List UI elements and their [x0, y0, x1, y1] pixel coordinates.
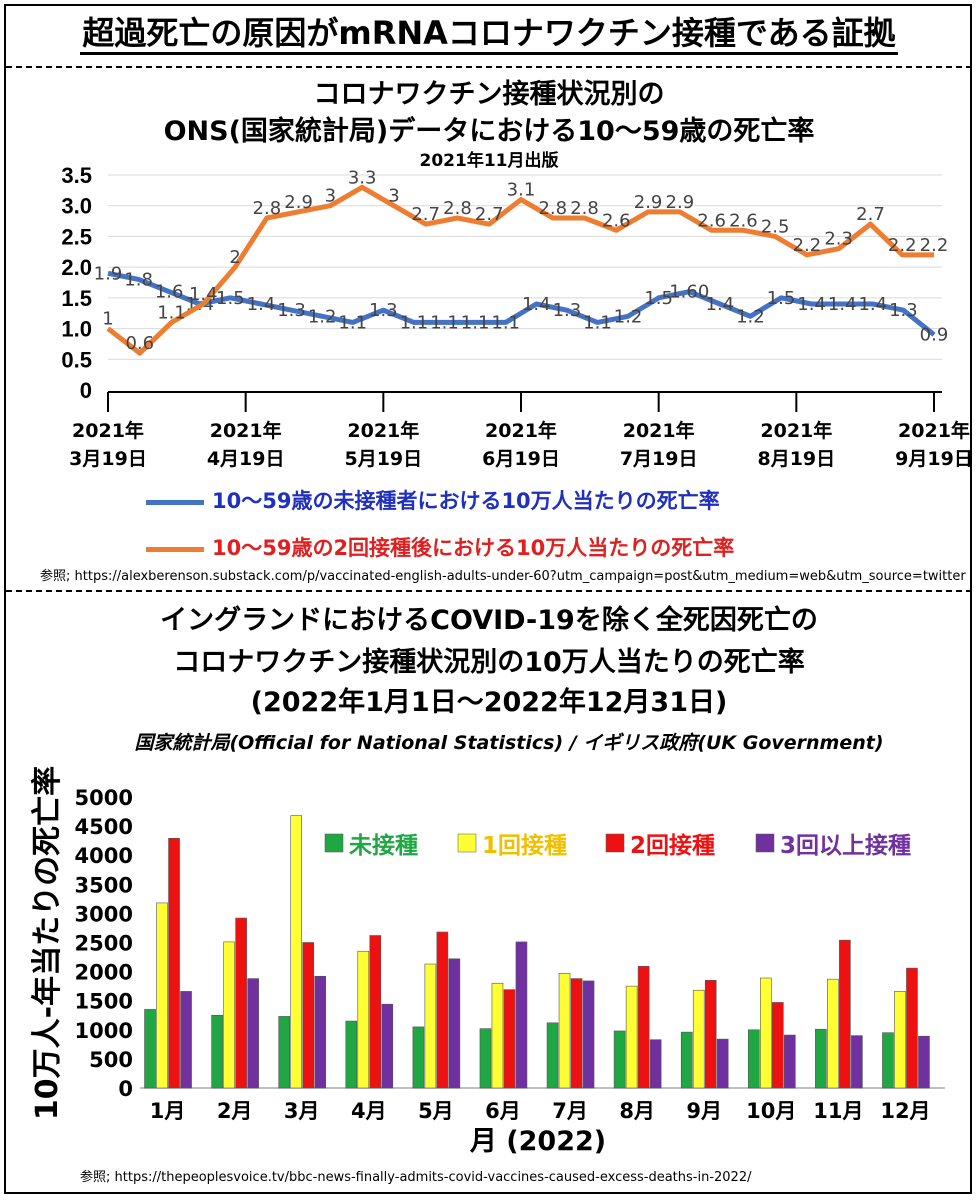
line-y-tick-label: 2.0 [61, 255, 92, 280]
line-y-tick-label: 1.0 [61, 317, 92, 342]
line-x-tick-date: 8月19日 [757, 448, 835, 470]
line-data-label: 1.4 [706, 294, 735, 315]
line-data-label: 1.6 [155, 282, 184, 303]
line-data-label: 2.8 [538, 198, 567, 219]
line-legend-two-dose: 10〜59歳の2回接種後における10万人当たりの死亡率 [146, 532, 734, 562]
line-data-label: 1.5 [216, 288, 245, 309]
line-x-tick-date: 7月19日 [620, 448, 698, 470]
line-x-tick-date: 4月19日 [207, 448, 285, 470]
line-data-label: 1.3 [889, 300, 918, 321]
line-data-label: 2 [229, 247, 240, 268]
line-x-tick-year: 2021年 [72, 419, 144, 442]
line-y-tick-label: 0 [80, 378, 92, 403]
line-x-tick-year: 2021年 [623, 419, 695, 442]
line-data-label: 2.2 [920, 235, 949, 256]
divider-top [6, 66, 972, 68]
line-series-0 [107, 270, 936, 337]
line-data-label: 2.7 [475, 204, 504, 225]
line-data-label: 1.2 [736, 306, 765, 327]
line-data-label: 2.5 [761, 216, 790, 237]
line-data-label: 2.3 [824, 229, 853, 250]
line-data-label: 3 [325, 186, 336, 207]
line-data-label: 1.1 [583, 312, 612, 333]
line-data-label: 1.5 [767, 288, 796, 309]
bar-chart-subtitle: 国家統計局(Official for National Statistics) … [134, 732, 884, 754]
line-data-label: 2.6 [697, 210, 726, 231]
line-data-label: 0.9 [920, 325, 949, 346]
line-chart: 0 0.5 1.0 1.5 2.0 2.5 3.0 3.5 2021年 3月19日 2021年 4月1… [61, 163, 973, 470]
line-chart-reference: 参照; https://alexberenson.substack.com/p/… [40, 569, 966, 584]
line-data-label: 1.9 [94, 263, 123, 284]
line-series-1 [106, 184, 934, 356]
line-data-label: 1.2 [614, 306, 643, 327]
line-chart-title: コロナワクチン接種状況別の [313, 79, 665, 110]
line-data-label: 1.3 [553, 300, 582, 321]
line-data-label: 2.6 [602, 210, 631, 231]
line-data-label: 2.9 [634, 192, 663, 213]
line-data-label: 1.60 [669, 282, 709, 303]
line-chart-title-line2: ONS(国家統計局)データにおける10〜59歳の死亡率 [163, 116, 815, 147]
line-x-tick-date: 9月19日 [895, 448, 973, 470]
line-data-label: 1.4 [858, 294, 887, 315]
line-x-tick-year: 2021年 [760, 419, 832, 442]
line-data-label: 1.1 [157, 302, 186, 323]
line-data-label: 2.7 [411, 204, 440, 225]
line-y-tick-label: 3.5 [61, 163, 92, 188]
line-data-label: 1.3 [369, 300, 398, 321]
line-data-label: 1.4 [828, 294, 857, 315]
line-y-tick-label: 3.0 [61, 194, 92, 219]
line-data-label: 1.5 [644, 288, 673, 309]
line-x-tick-year: 2021年 [898, 419, 970, 442]
line-data-label: 2.6 [729, 210, 758, 231]
outer-frame [4, 4, 972, 1194]
line-data-label: 3.3 [348, 167, 377, 188]
line-data-label: 2.8 [570, 198, 599, 219]
legend-swatch-orange [146, 546, 204, 552]
bar-chart-reference: 参照; https://thepeoplesvoice.tv/bbc-news-… [80, 1170, 752, 1185]
line-data-label: 1.1 [461, 312, 490, 333]
line-data-label: 1 [102, 309, 113, 330]
line-data-label: 2.7 [856, 204, 885, 225]
line-data-label: 2.8 [443, 198, 472, 219]
line-x-tick-year: 2021年 [485, 419, 557, 442]
line-y-tick-label: 1.5 [61, 286, 92, 311]
line-y-tick-label: 0.5 [61, 347, 92, 372]
line-data-label: 1.4 [797, 294, 826, 315]
line-data-label: 1.3 [277, 300, 306, 321]
line-data-label: 1.4 [189, 284, 218, 305]
line-x-tick-date: 6月19日 [482, 448, 560, 470]
line-data-label: 1.1 [338, 312, 367, 333]
bar-chart-title-line2: コロナワクチン接種状況別の10万人当たりの死亡率 [173, 647, 805, 678]
line-data-label: 1.4 [247, 294, 276, 315]
line-data-label: 1.4 [522, 294, 551, 315]
legend-swatch-blue [146, 499, 204, 505]
line-data-label: 1.1 [491, 312, 520, 333]
legend-label-two-dose: 10〜59歳の2回接種後における10万人当たりの死亡率 [212, 536, 735, 560]
divider-middle [6, 590, 972, 592]
line-data-label: 0.6 [125, 333, 154, 354]
line-y-tick-label: 2.5 [61, 224, 92, 249]
legend-label-unvaccinated: 10〜59歳の未接種者における10万人当たりの死亡率 [212, 489, 720, 513]
line-x-tick-year: 2021年 [347, 419, 419, 442]
line-data-label: 3.1 [507, 180, 536, 201]
line-data-label: 2.8 [253, 198, 282, 219]
line-data-label: 2.9 [284, 192, 313, 213]
line-chart-subtitle: 2021年11月出版 [419, 151, 559, 171]
line-data-label: 2.9 [666, 192, 695, 213]
main-title: 超過死亡の原因がmRNAコロナワクチン接種である証拠 [0, 8, 978, 55]
line-data-label: 3 [388, 186, 399, 207]
line-data-label: 1.2 [308, 306, 337, 327]
line-data-label: 2.2 [888, 235, 917, 256]
line-x-tick-date: 5月19日 [344, 448, 422, 470]
line-x-tick-date: 3月19日 [69, 448, 147, 470]
line-x-tick-year: 2021年 [210, 419, 282, 442]
line-data-label: 1.1 [430, 312, 459, 333]
bar-chart-title: イングランドにおけるCOVID-19を除く全死因死亡の [160, 605, 818, 636]
line-data-label: 1.1 [400, 312, 429, 333]
line-legend-unvaccinated: 10〜59歳の未接種者における10万人当たりの死亡率 [146, 485, 720, 515]
bar-chart-title-line3: (2022年1月1日〜2022年12月31日) [250, 687, 728, 718]
line-data-label: 2.2 [793, 235, 822, 256]
line-data-label: 1.8 [124, 269, 153, 290]
